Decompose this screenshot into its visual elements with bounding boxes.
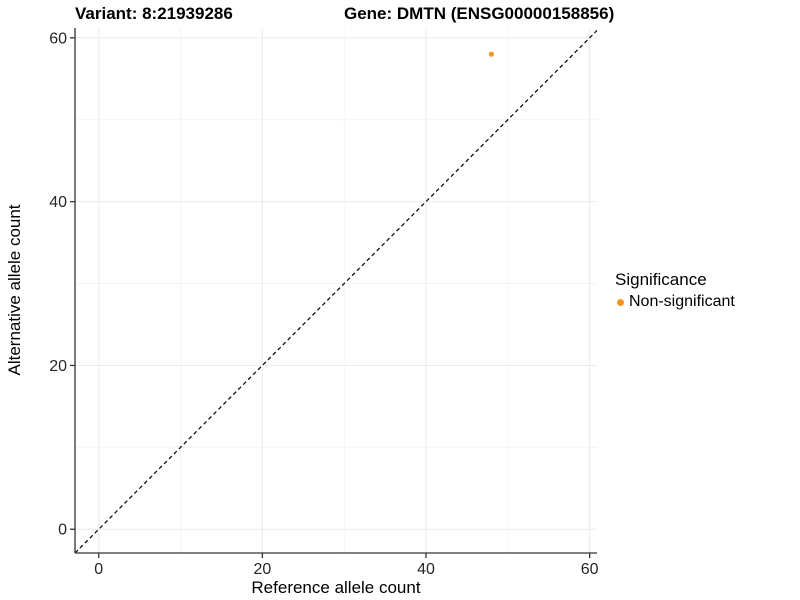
identity-line	[74, 30, 598, 554]
data-points	[488, 51, 495, 57]
y-axis-title: Alternative allele count	[5, 204, 24, 375]
y-axis-tick-labels: 0 20 40 60	[49, 30, 67, 538]
legend-entries: Non-significant	[615, 293, 735, 311]
axis-lines	[74, 28, 597, 554]
svg-text:40: 40	[49, 194, 67, 211]
svg-text:40: 40	[417, 561, 435, 578]
svg-text:0: 0	[94, 561, 103, 578]
x-axis-title: Reference allele count	[251, 578, 420, 597]
legend-entry-label: Non-significant	[629, 293, 735, 310]
axis-tick-marks	[70, 37, 591, 558]
legend-title: Significance	[615, 270, 707, 289]
data-point	[488, 51, 495, 57]
plot-title-variant: Variant: 8:21939286	[75, 4, 233, 23]
svg-text:20: 20	[49, 358, 67, 375]
legend-entry: Non-significant	[615, 293, 735, 311]
svg-text:60: 60	[49, 30, 67, 47]
plot-title-gene: Gene: DMTN (ENSG00000158856)	[344, 4, 615, 23]
minor-gridlines	[75, 28, 597, 553]
svg-text:60: 60	[581, 561, 599, 578]
legend: Significance Non-significant	[615, 270, 735, 311]
svg-text:20: 20	[253, 561, 271, 578]
major-gridlines	[75, 28, 597, 553]
svg-text:0: 0	[58, 522, 67, 539]
x-axis-tick-labels: 0 20 40 60	[94, 561, 598, 578]
legend-key-circle-icon	[617, 298, 624, 306]
